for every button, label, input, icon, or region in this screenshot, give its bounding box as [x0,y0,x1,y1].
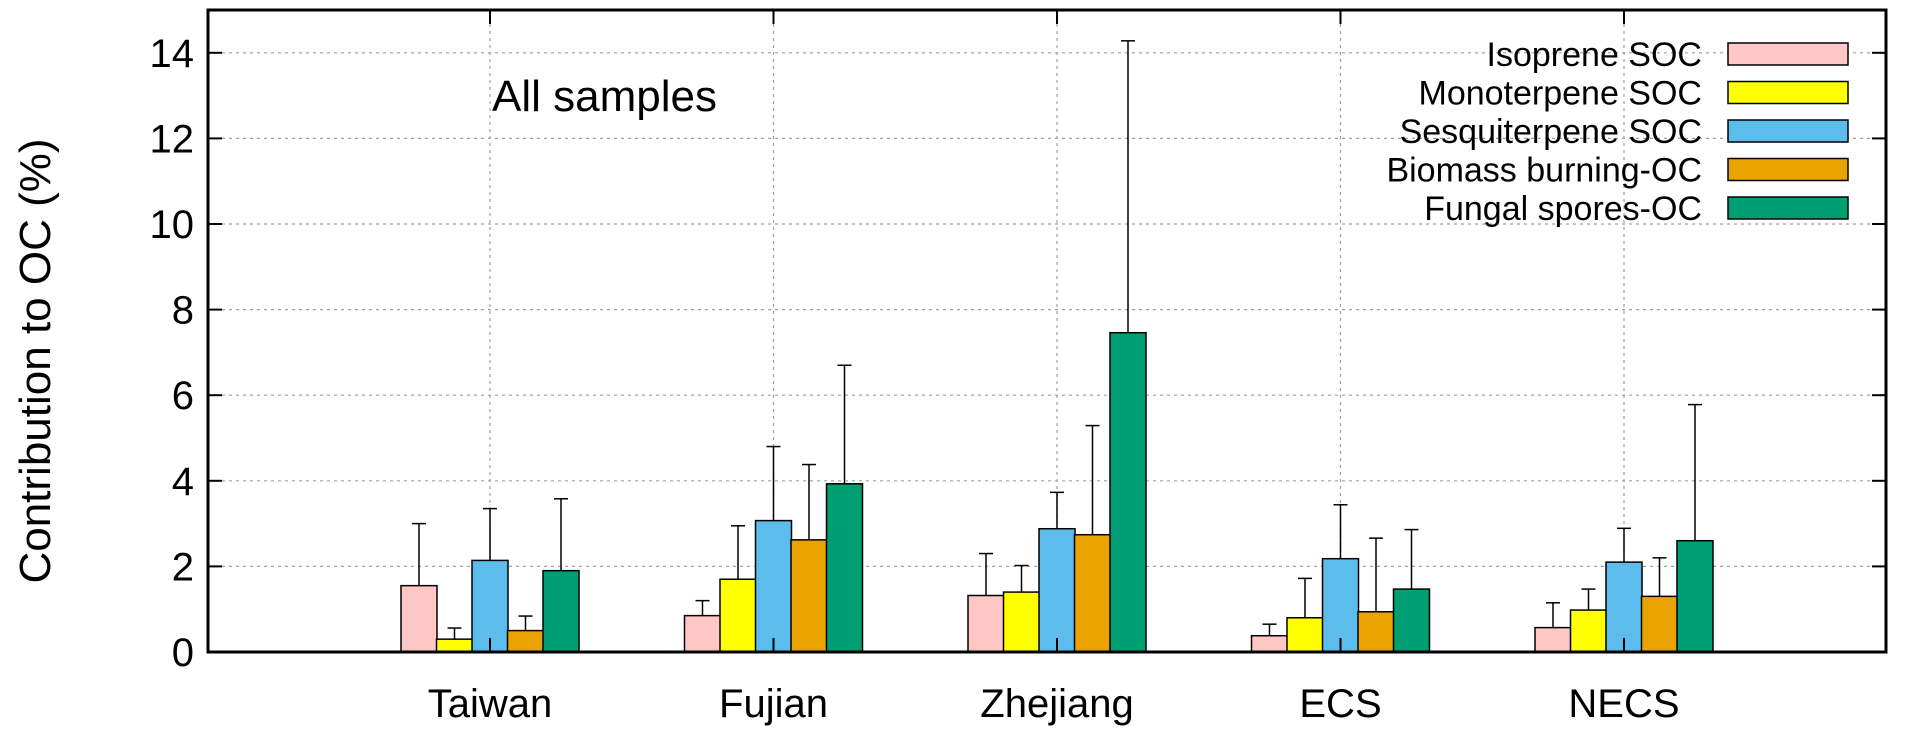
grid-lines [208,10,1886,652]
legend-swatch [1727,157,1849,182]
x-tick-label: Taiwan [428,682,553,726]
bar [1534,626,1572,653]
error-bars [412,40,1702,640]
bar [1250,634,1289,653]
bar [1392,588,1431,653]
x-tick-label: NECS [1568,682,1679,726]
bar [1109,331,1147,653]
bar [1676,539,1714,653]
bar [1640,595,1679,653]
y-tick-label: 6 [172,374,194,418]
axes [206,8,1888,654]
legend-swatch [1727,42,1849,66]
bars [400,331,1714,653]
bar [435,638,474,653]
legend-label: Sesquiterpene SOC [1400,113,1702,151]
legend-swatch [1727,196,1849,220]
legend-label: Isoprene SOC [1487,36,1702,74]
x-tick-label: Fujian [719,682,828,726]
legend-label: Fungal spores-OC [1424,190,1702,228]
bar [719,578,757,653]
legend-swatch [1727,119,1849,143]
y-tick-label: 2 [172,545,194,589]
bar [790,539,828,653]
legend-swatch [1727,80,1849,105]
bar [506,629,545,653]
bar [1038,527,1076,653]
x-tick-label: Zhejiang [980,682,1133,726]
bar [825,483,864,653]
y-tick-label: 0 [172,631,194,675]
bar [542,569,580,653]
bar [967,594,1005,653]
y-tick-label: 8 [172,289,194,333]
bar [1073,533,1112,653]
bar [400,584,438,653]
bar [683,614,722,653]
legend-label: Biomass burning-OC [1386,152,1702,190]
bar [1002,591,1041,653]
y-tick-label: 4 [172,460,194,504]
x-tick-label: ECS [1299,682,1381,726]
bar [1569,609,1608,653]
plot-frame [206,8,1888,654]
tick-labels: 0 2 4 6 8 10 12 14 Taiwan Fujian Zhejiang ECS NECS [150,32,1680,726]
y-tick-label: 14 [150,32,195,76]
bar [1286,617,1324,653]
bar [1357,611,1395,653]
annotation-text: All samples [492,72,717,121]
legend-label: Monoterpene SOC [1419,75,1703,113]
bar [754,519,793,653]
y-tick-label: 10 [150,203,195,247]
y-tick-label: 12 [150,117,195,161]
y-axis-title: Contribution to OC (%) [11,138,60,583]
